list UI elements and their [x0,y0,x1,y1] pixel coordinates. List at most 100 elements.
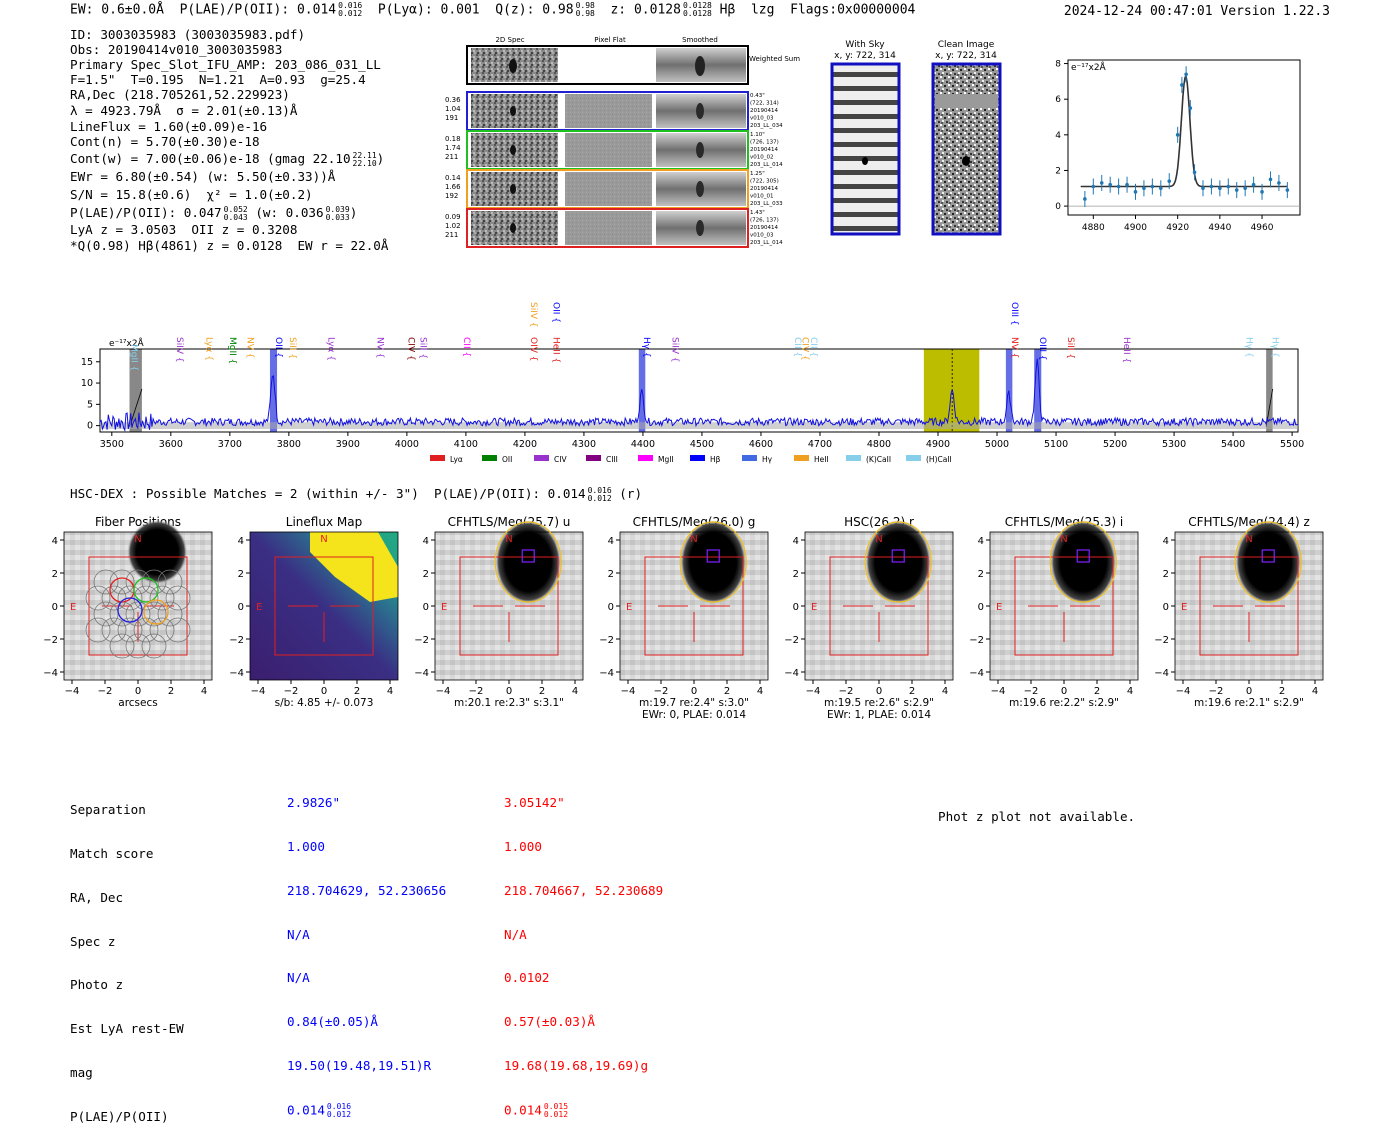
fit-data-point [1188,106,1193,110]
info-sn: S/N = 15.8(±0.6) χ² = 1.0(±0.2) [70,187,313,202]
stamp-xtick-label: 4 [942,686,948,697]
contw-text: Cont(w) = 7.00(±0.06)e-18 (gmag 22.10 [70,151,351,166]
col2-lya-ew: 0.57(±0.03)Å [504,1014,595,1030]
contw-hi: 22.11 [352,150,377,160]
stamp-ytick-label: 0 [793,602,799,613]
full-xtick-label: 4400 [631,439,655,450]
spec2d-row-right-label: 20190414 [750,225,778,231]
emission-line-label: MgII { [128,344,138,371]
legend-swatch [690,455,705,461]
emission-line-label: CII { [461,337,471,357]
stamp-xtick-label: 2 [724,686,730,697]
full-xtick-label: 4600 [749,439,773,450]
spec2d-row-flat [565,172,652,206]
legend-label: CIV [554,455,567,464]
spec2d-col-label: 2D Spec [495,36,524,44]
spec2d-row-right-label: v010_03 [750,233,774,239]
fit-data-point [1116,184,1121,189]
z-lo: 0.0128 [682,9,712,18]
stamp-ytick-label: −4 [1154,668,1169,679]
z-value: z: 0.0128 [610,2,681,18]
label-photoz: Photo z [70,977,124,993]
masked-band [129,349,142,432]
stamp-ytick-label: −4 [229,668,244,679]
hsc-title-band: (r) [619,486,643,501]
full-xtick-label: 3800 [277,439,301,450]
weighted-sum-smoothed-source [695,56,705,76]
with-sky-source [862,157,868,165]
spec2d-row-left-label: 0.14 [445,174,461,182]
label-lya-ew: Est LyA rest-EW [70,1021,184,1037]
info-plae-hi: 0.052 [223,204,248,214]
stamp-xtick-label: −2 [839,686,854,697]
match-col1: 2.9826" 1.000 218.704629, 52.230656 N/A … [287,767,446,1133]
col2-radec: 218.704667, 52.230689 [504,882,664,898]
plae-w: (w: 0.036 [255,205,324,220]
full-xtick-label: 3700 [218,439,242,450]
stamp-xtick-label: −4 [436,686,451,697]
stamp-title: CFHTLS/Meg(26.0) g [633,515,756,529]
col1-photoz: N/A [287,970,310,986]
spec2d-row-right-label: 203_LL_033 [750,201,783,207]
emission-line-label: SiIV { [174,337,184,363]
spec2d-row-right-label: 0.43" [750,93,765,99]
stamp-ytick-label: 2 [423,569,429,580]
stamp-ytick-label: 4 [52,536,58,547]
col1-plae-hi: 0.016 [326,1101,352,1111]
stamp-title: Lineflux Map [286,515,362,529]
spec2d-row-flat [565,133,652,167]
legend-swatch [586,455,601,461]
emission-line-label: CIV { [406,337,416,361]
info-contn: Cont(n) = 5.70(±0.30)e-18 [70,134,260,149]
fit-ytick-label: 2 [1055,166,1061,176]
emission-line-label: OII { [273,337,283,358]
emission-line-label: SiII { [417,337,427,359]
col2-separation: 3.05142" [504,795,565,811]
spec2d-row-right-label: (722, 314) [750,101,779,107]
emission-line-label: HeII { [550,337,560,363]
stamp-xtick-label: 0 [1061,686,1067,697]
north-marker: N [1060,534,1067,545]
image-stamp: CFHTLS/Meg(25.3) iNE−4 −2 0 2 4420−2−4m:19.6… [969,515,1139,709]
col1-score: 1.000 [287,838,325,854]
contw-lo: 22.10 [352,158,377,168]
stamp-xtick-label: −2 [284,686,299,697]
stamp-xtick-label: 2 [1094,686,1100,697]
aperture-box [1014,556,1114,656]
aperture-box [1199,556,1299,656]
emission-line-label: CII { [792,337,802,357]
spectrum-trace [99,358,1299,433]
aperture-box [644,556,744,656]
full-xtick-label: 5100 [1044,439,1068,450]
east-marker: E [70,602,76,613]
fit-data-point [1175,133,1180,137]
fit-ytick-label: 6 [1055,95,1061,105]
label-separation: Separation [70,802,146,818]
weighted-sum-label: Weighted Sum [749,55,800,63]
spec2d-row-left-label: 191 [445,114,458,122]
stamp-ytick-label: 2 [52,569,58,580]
spec2d-row-flat [565,211,652,245]
fiber-circle [101,617,127,643]
fit-data-point [1234,188,1239,192]
stamp-ytick-label: 4 [238,536,244,547]
full-ytick-label: 0 [87,421,93,432]
fit-ytick-label: 8 [1055,60,1061,70]
info-primary: Primary Spec_Slot_IFU_AMP: 203_086_031_L… [70,57,381,72]
stamp-ytick-label: −2 [599,635,614,646]
spec2d-row-right-label: (726, 137) [750,140,779,146]
plae-w-hi: 0.039 [325,204,350,214]
stamp-ytick-label: −4 [43,668,58,679]
legend-swatch [482,455,497,461]
line-highlight-band [1034,349,1042,432]
stamp-ytick-label: 4 [978,536,984,547]
north-marker: N [505,534,512,545]
legend-label: (H)CaII [926,455,952,464]
stamp-ytick-label: 0 [978,602,984,613]
hsc-title-hi: 0.016 [587,485,612,495]
stamp-xtick-label: 4 [387,686,393,697]
fiber-circle [165,585,191,611]
legend-swatch [742,455,757,461]
